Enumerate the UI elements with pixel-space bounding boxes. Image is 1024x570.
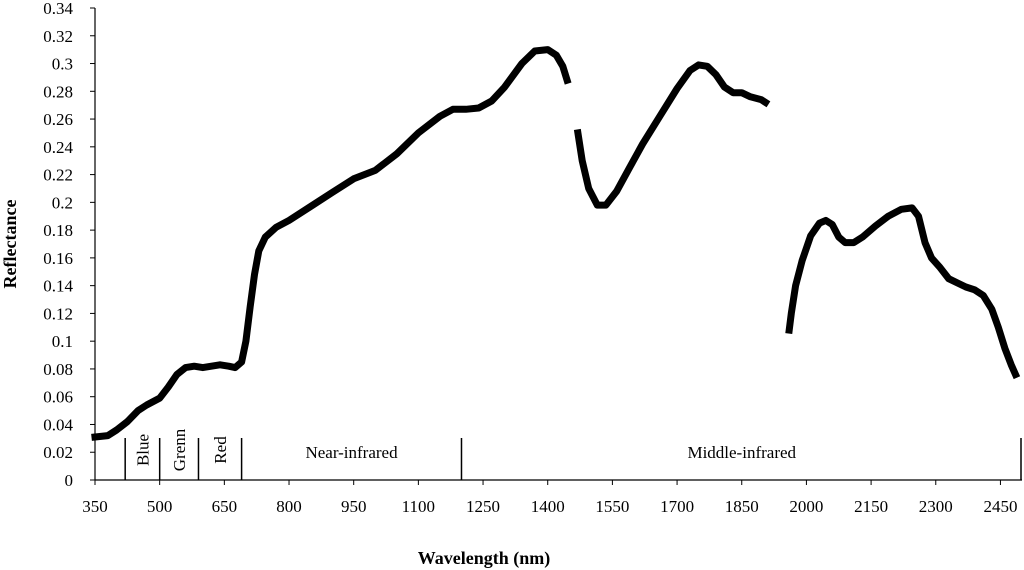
y-axis-title: Reflectance [0,200,20,289]
y-tick-label: 0.1 [52,332,73,351]
reflectance-line-segment [785,204,1021,380]
x-tick-label: 350 [82,497,108,516]
x-tick-label: 1400 [531,497,565,516]
y-tick-label: 0.06 [43,388,73,407]
x-axis-title: Wavelength (nm) [418,548,551,569]
x-tick-label: 2450 [983,497,1017,516]
spectral-band-annotations: Blue Grenn Red Near-infrared Middle-infrared [124,428,1022,480]
y-tick-label: 0.2 [52,193,73,212]
y-tick-label: 0.32 [43,27,73,46]
y-tick-label: 0.02 [43,443,73,462]
band-label: Red [211,436,230,464]
x-tick-label: 650 [212,497,238,516]
x-tick-label: 1550 [595,497,629,516]
y-tick-label: 0.08 [43,360,73,379]
band-label: Middle-infrared [687,443,796,462]
y-tick-label: 0.34 [43,0,73,18]
x-tick-label: 1100 [402,497,435,516]
y-tick-label: 0.24 [43,138,73,157]
x-tick-label: 800 [276,497,302,516]
y-tick-label: 0.18 [43,221,73,240]
x-tick-label: 1700 [660,497,694,516]
y-tick-label: 0 [65,471,74,490]
axes: 0 0.02 0.04 0.06 0.08 0.1 0.12 0.14 0.16 0.18 0.2 0… [43,0,1022,516]
x-tick-label: 2300 [919,497,953,516]
reflectance-line-segment [573,61,771,209]
y-tick-label: 0.16 [43,249,73,268]
x-tick-label: 1850 [725,497,759,516]
y-tick-label: 0.28 [43,82,73,101]
band-label: Near-infrared [305,443,398,462]
y-tick-label: 0.26 [43,110,73,129]
reflectance-line-segment [91,46,572,441]
series-group [91,46,1021,441]
band-label: Grenn [170,428,189,471]
x-tick-label: 500 [147,497,173,516]
y-tick-label: 0.12 [43,304,73,323]
y-tick-label: 0.22 [43,166,73,185]
y-tick-label: 0.3 [52,55,73,74]
x-tick-label: 2150 [854,497,888,516]
y-tick-label: 0.04 [43,415,73,434]
x-tick-label: 2000 [789,497,823,516]
band-label: Blue [133,434,152,466]
x-tick-label: 950 [341,497,367,516]
y-tick-label: 0.14 [43,277,73,296]
x-tick-label: 1250 [466,497,500,516]
